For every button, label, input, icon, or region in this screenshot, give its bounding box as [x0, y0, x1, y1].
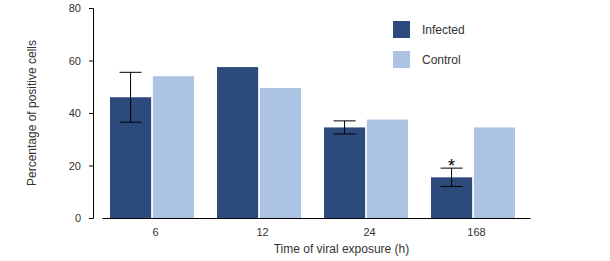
x-tick-label: 24: [363, 226, 375, 238]
x-tick-label: 6: [152, 226, 158, 238]
y-axis: 0 20 40 60 80: [69, 2, 94, 224]
bar-series: [153, 76, 515, 218]
error-bar: [120, 72, 142, 122]
error-bar: [334, 121, 356, 134]
annotation: *: [448, 156, 455, 176]
x-axis: 6 12 24 168: [103, 218, 531, 238]
y-tick-label: 40: [69, 107, 81, 119]
bar: [367, 120, 408, 218]
legend-label: Control: [422, 53, 461, 67]
x-tick-label: 168: [467, 226, 485, 238]
x-tick: 24: [363, 218, 375, 238]
x-tick: 168: [467, 218, 485, 238]
y-tick-mark: [89, 218, 93, 219]
bar: [217, 67, 258, 218]
bar: [324, 127, 365, 218]
x-axis-line: [103, 218, 531, 219]
legend-label: Infected: [422, 23, 465, 37]
y-tick-mark: [89, 166, 93, 167]
y-tick-label: 0: [75, 212, 81, 224]
bar: [260, 88, 301, 218]
bar: [153, 76, 194, 218]
y-tick-label: 20: [69, 160, 81, 172]
y-tick: 80: [69, 2, 93, 14]
bar-series: [110, 67, 472, 218]
x-tick: 6: [152, 218, 158, 238]
y-tick-mark: [89, 113, 93, 114]
legend-swatch: [393, 21, 410, 38]
chart: 0 20 40 60 80 6 12 24 168 Time of viral exposure …: [0, 0, 610, 261]
y-tick: 20: [69, 160, 93, 172]
y-tick: 0: [75, 212, 93, 224]
y-tick: 40: [69, 107, 93, 119]
y-tick-label: 60: [69, 55, 81, 67]
y-tick-label: 80: [69, 2, 81, 14]
legend-swatch: [393, 51, 410, 68]
y-axis-line: [89, 9, 94, 219]
bar: [474, 127, 515, 218]
y-tick-mark: [89, 8, 93, 9]
x-tick-label: 12: [256, 226, 268, 238]
y-tick-mark: [89, 61, 93, 62]
y-axis-title: Percentage of positive cells: [25, 40, 39, 186]
plot-area: [110, 67, 515, 218]
x-tick: 12: [256, 218, 268, 238]
x-axis-title: Time of viral exposure (h): [274, 242, 410, 256]
y-tick: 60: [69, 55, 93, 67]
legend: Infected Control: [393, 21, 465, 68]
